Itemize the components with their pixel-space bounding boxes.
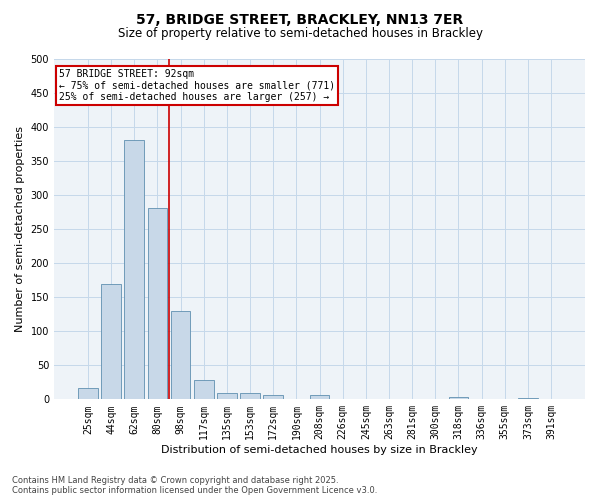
X-axis label: Distribution of semi-detached houses by size in Brackley: Distribution of semi-detached houses by …	[161, 445, 478, 455]
Bar	[310, 395, 329, 400]
Bar	[78, 388, 98, 400]
Text: Size of property relative to semi-detached houses in Brackley: Size of property relative to semi-detach…	[118, 28, 482, 40]
Bar	[124, 140, 144, 400]
Bar	[171, 311, 190, 400]
Bar	[518, 398, 538, 400]
Bar	[217, 392, 237, 400]
Bar	[101, 284, 121, 400]
Text: Contains HM Land Registry data © Crown copyright and database right 2025.
Contai: Contains HM Land Registry data © Crown c…	[12, 476, 377, 495]
Text: 57, BRIDGE STREET, BRACKLEY, NN13 7ER: 57, BRIDGE STREET, BRACKLEY, NN13 7ER	[136, 12, 464, 26]
Bar	[449, 398, 468, 400]
Text: 57 BRIDGE STREET: 92sqm
← 75% of semi-detached houses are smaller (771)
25% of s: 57 BRIDGE STREET: 92sqm ← 75% of semi-de…	[59, 69, 335, 102]
Bar	[194, 380, 214, 400]
Bar	[263, 395, 283, 400]
Bar	[240, 393, 260, 400]
Bar	[148, 208, 167, 400]
Y-axis label: Number of semi-detached properties: Number of semi-detached properties	[15, 126, 25, 332]
